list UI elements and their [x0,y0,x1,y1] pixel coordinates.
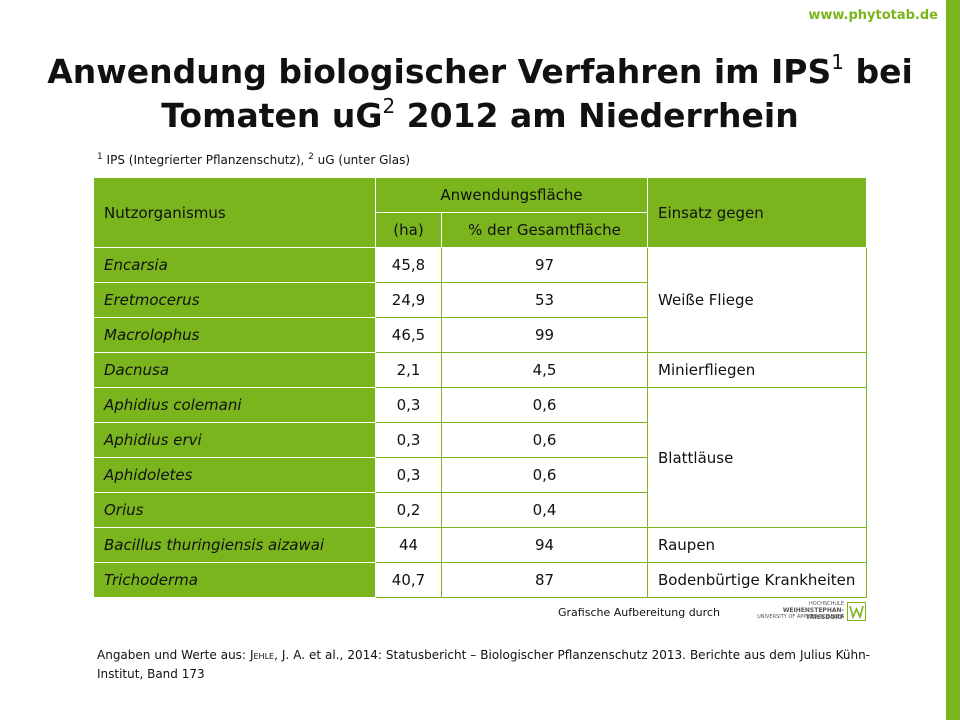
source-citation: Angaben und Werte aus: Jehle, J. A. et a… [97,646,870,684]
percent-cell: 0,6 [440,387,649,423]
target-cell-caterpillars: Raupen [647,527,868,563]
table-row: Macrolophus 46,5 99 [93,317,867,353]
source-prefix: Angaben und Werte aus: [97,648,250,662]
header-ha: (ha) [375,212,442,248]
logo-line1: HOCHSCHULE [809,601,844,607]
table-row: Aphidius colemani 0,3 0,6 Blattläuse [93,387,868,528]
title-sup1: 1 [831,50,844,74]
header-organism: Nutzorganismus [93,177,376,248]
title-part4: 2012 am Niederrhein [395,96,799,135]
footnote-n2: 2 [308,152,314,162]
percent-cell: 4,5 [440,352,649,388]
organism-cell: Eretmocerus [93,282,376,318]
organism-cell: Encarsia [93,247,376,283]
percent-cell: 0,4 [440,492,649,528]
table-row: Orius 0,2 0,4 [93,492,867,528]
table-row: Aphidius ervi 0,3 0,6 [93,422,867,458]
organism-cell: Dacnusa [93,352,376,388]
footnote-t2: uG (unter Glas) [313,153,411,167]
target-cell-whitefly: Weiße Fliege [647,247,868,353]
percent-cell: 53 [440,282,649,318]
table-row: Trichoderma 40,7 87 Bodenbürtige Krankhe… [93,562,868,598]
table-row: Aphidoletes 0,3 0,6 [93,457,867,493]
target-cell-aphids: Blattläuse [647,387,868,528]
ha-cell: 46,5 [375,317,442,353]
site-url: www.phytotab.de [808,8,938,23]
ha-cell: 44 [375,527,442,563]
organism-cell: Trichoderma [93,562,376,598]
data-table: Nutzorganismus Anwendungsfläche Einsatz … [93,177,868,598]
table-row: Encarsia 45,8 97 Weiße Fliege [93,247,868,353]
title-part1: Anwendung biologischer Verfahren im IPS [47,52,832,91]
target-cell-leafminer: Minierfliegen [647,352,868,388]
percent-cell: 0,6 [440,422,649,458]
source-author: Jehle [249,648,275,662]
organism-cell: Aphidius colemani [93,387,376,423]
right-accent-bar [946,0,960,720]
header-use: Einsatz gegen [647,177,868,248]
table-row: Dacnusa 2,1 4,5 Minierfliegen [93,352,868,388]
university-logo: HOCHSCHULE WEIHENSTEPHAN-TRIESDORF UNIVE… [750,601,866,623]
page-title: Anwendung biologischer Verfahren im IPS1… [40,50,920,138]
target-cell-soilborne: Bodenbürtige Krankheiten [647,562,868,598]
logo-line2: WEIHENSTEPHAN-TRIESDORF [782,607,844,621]
percent-cell: 99 [440,317,649,353]
university-logo-icon [847,602,866,621]
ha-cell: 45,8 [375,247,442,283]
organism-cell: Bacillus thuringiensis aizawai [93,527,376,563]
ha-cell: 24,9 [375,282,442,318]
ha-cell: 0,3 [375,457,442,493]
title-part2: bei [843,52,913,91]
organism-cell: Orius [93,492,376,528]
credit-text: Grafische Aufbereitung durch [558,606,720,619]
source-rest: , J. A. et al., 2014: Statusbericht – Bi… [97,648,871,681]
ha-cell: 2,1 [375,352,442,388]
logo-line3: UNIVERSITY OF APPLIED SCIENCES [757,614,844,620]
footnote-t1: IPS (Integrierter Pflanzenschutz), [102,153,309,167]
ha-cell: 0,3 [375,387,442,423]
percent-cell: 87 [440,562,649,598]
footnote-n1: 1 [97,152,103,162]
header-percent: % der Gesamtfläche [440,212,649,248]
ha-cell: 0,2 [375,492,442,528]
organism-cell: Aphidius ervi [93,422,376,458]
table-row: Bacillus thuringiensis aizawai 44 94 Rau… [93,527,868,563]
footnote: 1 IPS (Integrierter Pflanzenschutz), 2 u… [97,152,411,168]
ha-cell: 40,7 [375,562,442,598]
organism-cell: Aphidoletes [93,457,376,493]
title-sup2: 2 [382,94,396,118]
organism-cell: Macrolophus [93,317,376,353]
header-area-group: Anwendungsfläche [374,177,649,213]
percent-cell: 97 [440,247,649,283]
percent-cell: 0,6 [440,457,649,493]
ha-cell: 0,3 [375,422,442,458]
percent-cell: 94 [440,527,649,563]
table-row: Eretmocerus 24,9 53 [93,282,867,318]
title-part3: Tomaten uG [161,96,383,135]
